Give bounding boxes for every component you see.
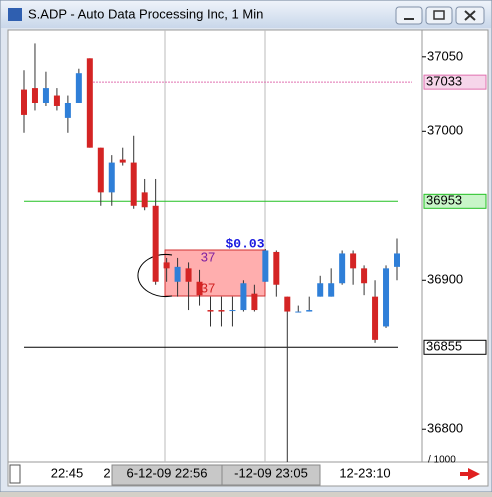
price-axis	[421, 29, 489, 463]
annotation-box	[164, 249, 266, 297]
candle-body	[218, 310, 225, 312]
price-tag	[423, 339, 487, 355]
candle-body	[108, 162, 115, 193]
annotation-top: 37	[201, 249, 215, 264]
candle-body	[251, 293, 258, 311]
window-buttons[interactable]	[395, 6, 485, 25]
candle-body	[21, 89, 27, 115]
y-tick-label: 37000	[427, 123, 463, 138]
candle-body	[42, 88, 49, 103]
candle-body	[119, 159, 126, 163]
candle-body	[350, 253, 357, 269]
price-tag	[423, 74, 487, 90]
price-tag	[423, 193, 487, 209]
candle-body	[262, 250, 269, 282]
plot: 37050 37000 36900 36800 37033 36953 36855 22:45…	[21, 43, 487, 480]
candle-body	[64, 102, 71, 118]
candle-body	[328, 283, 335, 297]
candle-body	[394, 253, 400, 267]
candle-body	[31, 88, 38, 103]
x-tick-label: 22:45	[51, 465, 84, 480]
candle-body	[317, 283, 324, 297]
candle-body	[306, 310, 313, 312]
candle-body	[97, 147, 104, 193]
cursor-time-box	[221, 464, 321, 486]
annotation-bottom: 37	[201, 280, 215, 295]
app-icon	[8, 8, 22, 21]
x-tick-label: 12-23:10	[339, 465, 390, 480]
candle-body	[141, 192, 148, 208]
x-tick-label: 6-12-09 22:56	[127, 465, 208, 480]
x-tick-label: 2	[103, 465, 110, 480]
minimize-button[interactable]	[395, 6, 423, 25]
scale-footer: / 1000	[428, 455, 456, 466]
candle-body	[372, 296, 379, 340]
candle-body	[196, 281, 203, 296]
price-tag-label: 36855	[426, 339, 462, 354]
candle-body	[86, 58, 93, 148]
y-tick-label: 36800	[427, 421, 463, 436]
candle-body	[295, 311, 302, 313]
x-tick-label: -12-09 23:05	[234, 465, 308, 480]
candle-body	[339, 253, 346, 284]
candle-body	[207, 310, 214, 312]
candle-body	[383, 268, 390, 327]
plot-area	[7, 29, 423, 463]
candle-body	[163, 262, 170, 269]
price-tag-label: 37033	[426, 74, 462, 89]
candle-body	[53, 95, 60, 106]
candle-body	[240, 283, 247, 311]
annotation-label: $0.03	[225, 236, 264, 251]
window-title: S.ADP - Auto Data Processing Inc, 1 Min	[28, 6, 263, 21]
scroll-thumb[interactable]	[9, 464, 21, 484]
candle-body	[130, 162, 137, 206]
maximize-button[interactable]	[425, 6, 453, 25]
candle-body	[273, 251, 280, 285]
candle-body	[174, 266, 181, 282]
candle-body	[185, 268, 192, 282]
candle-body	[284, 296, 291, 312]
price-tag-label: 36953	[426, 193, 462, 208]
scroll-arrow[interactable]	[460, 468, 480, 480]
candle-body	[229, 310, 236, 312]
candle-body	[361, 268, 368, 284]
candle-body	[75, 73, 82, 103]
y-tick-label: 36900	[427, 272, 463, 287]
y-tick-label: 37050	[427, 48, 463, 63]
candle-body	[152, 205, 159, 282]
